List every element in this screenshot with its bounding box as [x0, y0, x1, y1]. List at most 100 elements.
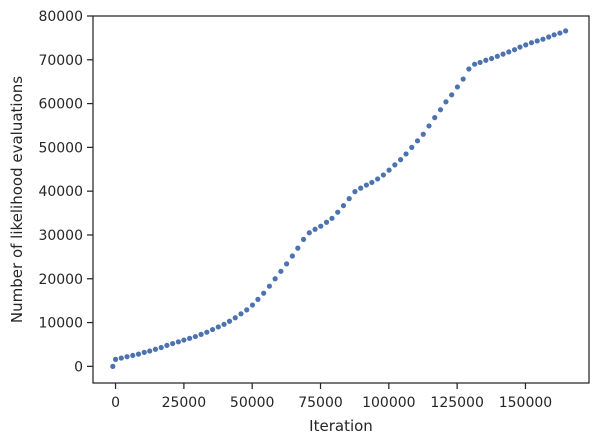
data-point	[147, 348, 153, 354]
data-point	[110, 363, 116, 369]
y-tick-label: 80000	[38, 9, 83, 25]
data-point	[335, 209, 341, 215]
data-point	[340, 203, 347, 209]
data-point	[175, 339, 181, 345]
data-point	[369, 179, 375, 186]
data-point	[323, 219, 330, 225]
data-point	[312, 226, 318, 232]
data-point	[192, 333, 198, 340]
data-point	[170, 340, 176, 347]
data-point	[272, 276, 278, 282]
data-point	[306, 230, 312, 236]
data-point	[329, 215, 335, 221]
data-point	[409, 144, 415, 150]
data-point	[500, 51, 506, 57]
data-point	[266, 283, 272, 289]
data-point	[164, 342, 170, 348]
data-point	[523, 42, 529, 48]
x-tick-label: 100000	[362, 395, 415, 411]
data-point	[255, 296, 261, 302]
data-point	[363, 182, 370, 188]
data-point	[278, 268, 284, 274]
x-axis-ticks: 0 25000 50000 75000 100000 125000 150000	[111, 383, 552, 411]
data-point	[284, 261, 290, 267]
data-point	[261, 290, 267, 296]
data-point	[204, 329, 210, 335]
data-point	[386, 167, 392, 173]
data-point	[483, 57, 489, 63]
data-point	[198, 331, 204, 337]
data-point	[221, 321, 227, 327]
data-point	[494, 53, 500, 59]
data-point	[397, 157, 404, 163]
data-point	[432, 115, 438, 121]
x-tick-label: 50000	[230, 395, 275, 411]
data-point	[488, 55, 495, 62]
x-axis-label: Iteration	[309, 417, 373, 435]
y-tick-label: 20000	[38, 272, 83, 288]
data-point	[238, 311, 244, 317]
x-tick-label: 150000	[499, 395, 552, 411]
plot-frame	[92, 15, 590, 384]
data-point	[437, 107, 444, 113]
y-tick-label: 0	[74, 359, 83, 375]
x-tick-label: 0	[111, 395, 120, 411]
data-point	[466, 66, 472, 72]
data-point	[420, 131, 426, 137]
data-point	[187, 335, 193, 341]
data-point	[244, 307, 250, 313]
data-point	[152, 346, 159, 352]
data-point	[181, 337, 187, 343]
data-point	[517, 44, 523, 50]
data-point	[546, 34, 552, 40]
data-point	[300, 236, 307, 242]
data-point	[528, 40, 535, 46]
data-point	[460, 76, 466, 82]
data-point	[318, 223, 324, 229]
data-point	[414, 138, 421, 144]
y-tick-label: 50000	[38, 140, 83, 156]
x-tick-label: 125000	[430, 395, 483, 411]
data-point	[375, 176, 381, 182]
data-point	[352, 189, 358, 195]
data-point	[403, 151, 409, 157]
y-tick-label: 70000	[38, 53, 83, 69]
x-tick-label: 25000	[162, 395, 207, 411]
y-axis-ticks: 0 10000 20000 30000 40000 50000 60000 70000 8000…	[38, 9, 93, 375]
data-point	[454, 84, 461, 90]
data-point	[392, 162, 398, 168]
data-point	[346, 196, 352, 202]
data-point	[511, 47, 518, 53]
data-point	[477, 59, 483, 66]
data-point	[551, 32, 557, 38]
data-point	[141, 349, 147, 355]
data-point	[506, 49, 512, 55]
data-point	[135, 351, 142, 357]
y-tick-label: 60000	[38, 97, 83, 113]
y-tick-label: 30000	[38, 228, 83, 244]
data-point	[540, 36, 546, 42]
y-tick-label: 40000	[38, 184, 83, 200]
data-point	[124, 354, 130, 360]
plot-area	[93, 16, 589, 383]
data-point	[289, 253, 295, 259]
x-tick-label: 75000	[298, 395, 343, 411]
data-point	[534, 38, 540, 44]
data-point	[209, 326, 216, 333]
data-point	[295, 245, 301, 251]
data-point	[249, 302, 256, 308]
data-point	[226, 318, 233, 324]
data-points	[110, 28, 569, 369]
y-axis-label: Number of likelihood evaluations	[8, 76, 26, 323]
data-point	[112, 356, 119, 362]
data-point	[449, 92, 455, 98]
data-point	[563, 28, 569, 34]
data-point	[380, 172, 386, 178]
data-point	[232, 315, 238, 321]
data-point	[358, 185, 364, 191]
data-point	[215, 324, 221, 330]
data-point	[130, 352, 136, 359]
data-point	[158, 344, 164, 351]
data-point	[443, 99, 449, 105]
